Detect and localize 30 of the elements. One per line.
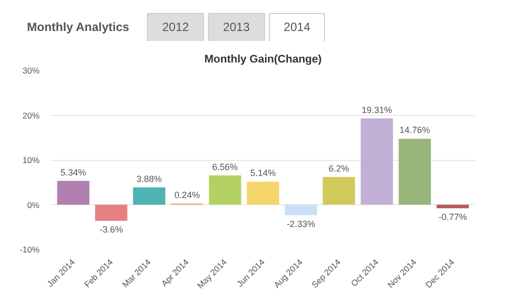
data-label: 6.56%	[212, 162, 238, 172]
text: 2014	[268, 13, 326, 42]
bar	[208, 175, 242, 205]
data-label: -0.77%	[438, 212, 468, 222]
text: 2013	[208, 13, 265, 42]
y-tick-label: -10%	[20, 244, 40, 254]
data-label: 3.88%	[136, 174, 162, 184]
chart-title: Monthly Gain(Change)	[204, 54, 322, 66]
data-label: 0.24%	[174, 190, 200, 200]
y-tick-label: 0%	[27, 200, 40, 210]
data-label: -3.6%	[99, 224, 123, 234]
bar	[284, 204, 318, 216]
text: Monthly Analytics	[26, 19, 130, 36]
bar	[398, 138, 431, 205]
y-tick-label: 30%	[22, 66, 40, 76]
data-label: 14.76%	[400, 125, 430, 136]
y-tick-label: 20%	[22, 110, 40, 120]
text: 2012	[147, 13, 204, 42]
data-label: 6.2%	[328, 163, 350, 174]
data-label: 19.31%	[362, 104, 392, 115]
data-label: 5.34%	[60, 167, 86, 178]
bar	[95, 204, 128, 221]
bar	[133, 187, 166, 205]
data-label: 5.14%	[250, 168, 276, 178]
bar	[360, 118, 393, 205]
data-label: -2.33%	[286, 218, 316, 229]
bar	[246, 182, 280, 205]
y-tick-label: 10%	[22, 155, 40, 165]
bar	[57, 180, 90, 205]
bar	[322, 177, 356, 205]
